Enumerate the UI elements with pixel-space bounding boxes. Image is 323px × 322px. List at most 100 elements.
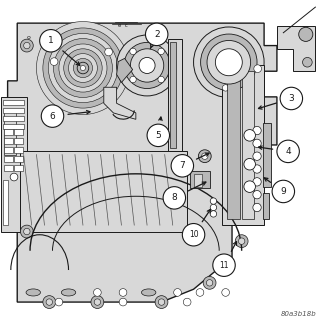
Circle shape — [244, 181, 255, 193]
Circle shape — [210, 204, 217, 211]
Text: 80a3b18b: 80a3b18b — [281, 311, 317, 317]
Circle shape — [41, 105, 64, 127]
Circle shape — [183, 298, 191, 306]
Text: 5: 5 — [155, 131, 161, 140]
Circle shape — [277, 140, 299, 163]
Text: 11: 11 — [219, 261, 229, 270]
Text: 10: 10 — [189, 230, 198, 239]
Circle shape — [202, 153, 208, 159]
Circle shape — [105, 48, 112, 56]
Circle shape — [117, 35, 178, 96]
Bar — [190, 171, 210, 188]
Circle shape — [130, 48, 136, 55]
Polygon shape — [104, 87, 136, 119]
Circle shape — [50, 58, 58, 65]
Circle shape — [53, 39, 112, 98]
Bar — [227, 71, 240, 219]
Circle shape — [158, 76, 164, 83]
Text: 4: 4 — [285, 147, 291, 156]
Circle shape — [77, 62, 89, 74]
Text: o: o — [40, 35, 44, 40]
Circle shape — [280, 87, 303, 110]
Circle shape — [253, 165, 261, 173]
Circle shape — [174, 289, 182, 296]
Circle shape — [193, 27, 264, 98]
Circle shape — [94, 289, 101, 296]
Circle shape — [213, 254, 235, 276]
Circle shape — [238, 238, 245, 244]
Ellipse shape — [61, 289, 76, 296]
Circle shape — [36, 22, 130, 115]
Circle shape — [147, 124, 170, 147]
Circle shape — [20, 39, 33, 52]
Polygon shape — [8, 23, 277, 302]
Circle shape — [158, 48, 164, 55]
Circle shape — [59, 44, 107, 92]
Circle shape — [80, 65, 86, 71]
Bar — [3, 180, 8, 225]
Bar — [20, 151, 187, 232]
Circle shape — [253, 203, 261, 212]
Polygon shape — [117, 58, 133, 82]
Circle shape — [130, 76, 136, 83]
Text: 1: 1 — [48, 36, 54, 45]
Bar — [14, 129, 23, 135]
Circle shape — [222, 289, 229, 296]
Circle shape — [215, 49, 242, 76]
Bar — [4, 147, 13, 153]
Circle shape — [303, 57, 312, 67]
Bar — [4, 156, 13, 162]
Bar — [264, 123, 271, 187]
Circle shape — [253, 152, 261, 160]
Circle shape — [253, 139, 261, 147]
Polygon shape — [1, 103, 17, 161]
Bar — [14, 165, 23, 171]
Circle shape — [46, 299, 53, 305]
Bar — [193, 174, 202, 187]
Circle shape — [171, 155, 193, 177]
Circle shape — [206, 279, 213, 286]
Circle shape — [163, 187, 185, 209]
Circle shape — [235, 235, 248, 248]
Bar — [4, 138, 13, 144]
Circle shape — [182, 223, 205, 246]
Polygon shape — [277, 26, 315, 71]
Circle shape — [244, 158, 255, 170]
Circle shape — [201, 34, 257, 90]
Circle shape — [55, 298, 63, 306]
Circle shape — [68, 53, 97, 82]
Circle shape — [94, 299, 100, 305]
Bar — [14, 156, 23, 162]
Bar — [168, 39, 182, 151]
Circle shape — [253, 191, 261, 199]
Circle shape — [254, 65, 262, 72]
Circle shape — [64, 49, 102, 87]
Circle shape — [158, 299, 165, 305]
Circle shape — [198, 150, 211, 163]
Bar — [14, 138, 23, 144]
Circle shape — [139, 57, 155, 73]
Circle shape — [119, 298, 127, 306]
Text: 9: 9 — [280, 187, 286, 196]
Circle shape — [155, 296, 168, 308]
Bar — [3, 124, 24, 129]
Circle shape — [48, 33, 118, 103]
Circle shape — [119, 289, 127, 296]
Circle shape — [24, 228, 30, 235]
Bar — [3, 116, 24, 121]
Circle shape — [253, 178, 261, 186]
Circle shape — [207, 41, 251, 84]
Circle shape — [43, 296, 56, 308]
Bar — [4, 165, 13, 171]
Circle shape — [299, 27, 313, 42]
Circle shape — [73, 58, 93, 78]
Bar — [4, 129, 13, 135]
Circle shape — [244, 129, 255, 141]
Text: 7: 7 — [180, 161, 185, 170]
Circle shape — [253, 126, 261, 135]
Circle shape — [124, 43, 170, 89]
Bar — [5, 110, 16, 155]
Circle shape — [40, 30, 62, 52]
Circle shape — [24, 43, 30, 49]
Bar — [223, 65, 264, 225]
